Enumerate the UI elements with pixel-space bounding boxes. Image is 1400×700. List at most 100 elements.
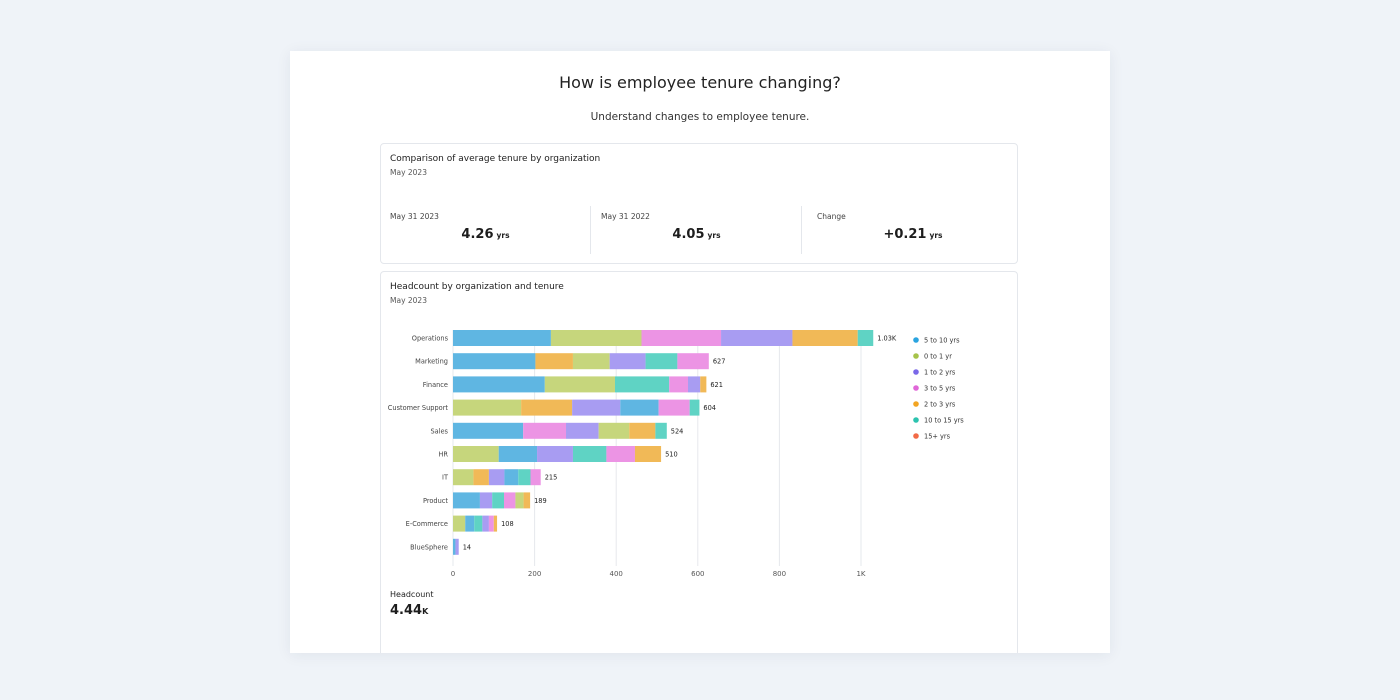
legend-dot: [913, 337, 919, 343]
kpi-unit: yrs: [707, 231, 721, 240]
headcount-total: 4.44K: [390, 603, 428, 618]
headcount-total-label: Headcount: [390, 590, 434, 599]
bar-total-label: 108: [501, 520, 514, 528]
kpi-label: May 31 2022: [601, 212, 650, 221]
category-label: E-Commerce: [406, 520, 448, 528]
bar-segment: [453, 492, 480, 509]
bar-segment: [479, 492, 493, 509]
category-label: BlueSphere: [410, 543, 448, 551]
bar-segment: [857, 330, 874, 346]
bar-segment: [572, 353, 610, 370]
category-label: Sales: [430, 427, 448, 435]
bar-segment: [620, 399, 659, 416]
headcount-bar-chart: 0 200 400 600 800 1K Operations 1.03K Marketing 6…: [388, 330, 964, 578]
card-title: Headcount by organization and tenure: [390, 282, 564, 292]
legend-dot: [913, 369, 919, 375]
category-label: Finance: [423, 381, 448, 389]
bar-segment: [523, 422, 567, 439]
bar-segment: [453, 515, 466, 532]
category-label: IT: [442, 474, 449, 482]
bar-segment: [658, 399, 690, 416]
bar-segment: [655, 422, 667, 439]
bar-segment: [473, 469, 489, 486]
bar-segment: [688, 376, 701, 393]
category-label: Customer Support: [388, 404, 449, 412]
bar-segment: [504, 492, 516, 509]
bar-total-label: 604: [703, 404, 716, 412]
bar-segment: [544, 376, 615, 393]
kpi-may-2022: May 31 2022 4.05 yrs: [592, 206, 802, 254]
bar-segment: [535, 353, 573, 370]
bar-segment: [606, 446, 635, 462]
legend-label: 1 to 2 yrs: [924, 368, 956, 376]
bar-segment: [572, 446, 607, 462]
x-tick-label: 400: [610, 570, 623, 578]
bar-total-label: 510: [665, 451, 678, 459]
bar-segment: [566, 422, 599, 439]
bar-segment: [700, 376, 707, 393]
bar-segment: [453, 538, 456, 555]
legend-label: 5 to 10 yrs: [924, 336, 960, 344]
legend-dot: [913, 401, 919, 407]
bar-segment: [453, 422, 524, 439]
kpi-change: Change +0.21 yrs: [808, 206, 1018, 254]
tenure-comparison-card: Comparison of average tenure by organiza…: [380, 143, 1018, 264]
bar-segment: [537, 446, 573, 462]
bar-total-label: 1.03K: [877, 335, 897, 343]
bar-segment: [721, 330, 793, 346]
bar-segment: [550, 330, 642, 346]
bar-segment: [669, 376, 689, 393]
bar-segment: [482, 515, 489, 532]
page-title: How is employee tenure changing?: [559, 73, 841, 92]
kpi-may-2023: May 31 2023 4.26 yrs: [381, 206, 591, 254]
kpi-unit: yrs: [929, 231, 943, 240]
bar-segment: [609, 353, 646, 370]
bar-segment: [572, 399, 621, 416]
bar-segment: [504, 469, 519, 486]
kpi-number: 4.05: [672, 227, 705, 242]
bar-segment: [518, 469, 531, 486]
bar-total-label: 215: [545, 474, 558, 482]
bar-segment: [465, 515, 475, 532]
bar-segment: [614, 376, 670, 393]
bar-segment: [641, 330, 722, 346]
bar-total-label: 524: [671, 427, 684, 435]
legend-dot: [913, 417, 919, 423]
bar-segment: [474, 515, 483, 532]
bar-total-label: 621: [710, 381, 723, 389]
bar-segment: [629, 422, 656, 439]
bar-segment: [493, 515, 498, 532]
kpi-value: +0.21 yrs: [808, 227, 1018, 242]
legend-dot: [913, 353, 919, 359]
bar-segment: [492, 492, 504, 509]
category-label: Product: [423, 497, 448, 505]
legend-label: 0 to 1 yr: [924, 352, 952, 360]
bar-segment: [488, 515, 494, 532]
bar-total-label: 189: [534, 497, 547, 505]
x-tick-label: 200: [528, 570, 541, 578]
kpi-number: 4.26: [461, 227, 494, 242]
bar-segment: [689, 399, 700, 416]
x-tick-label: 0: [451, 570, 455, 578]
kpi-value: 4.26 yrs: [381, 227, 590, 242]
bar-segment: [634, 446, 662, 462]
bar-total-label: 627: [713, 358, 726, 366]
bar-segment: [453, 399, 522, 416]
legend-label: 10 to 15 yrs: [924, 416, 964, 424]
bar-segment: [530, 469, 541, 486]
x-tick-label: 600: [691, 570, 704, 578]
kpi-value: 4.05 yrs: [592, 227, 801, 242]
x-tick-label: 1K: [856, 570, 865, 578]
x-tick-label: 800: [773, 570, 786, 578]
bar-segment: [523, 492, 531, 509]
bar-segment: [645, 353, 678, 370]
card-subtitle: May 2023: [390, 296, 427, 305]
card-subtitle: May 2023: [390, 168, 427, 177]
bar-segment: [792, 330, 858, 346]
page-subtitle: Understand changes to employee tenure.: [590, 111, 810, 123]
category-label: Operations: [412, 335, 449, 343]
headcount-card: Headcount by organization and tenure May…: [380, 271, 1018, 653]
bar-segment: [521, 399, 573, 416]
bar-segment: [453, 353, 536, 370]
legend-label: 2 to 3 yrs: [924, 400, 956, 408]
